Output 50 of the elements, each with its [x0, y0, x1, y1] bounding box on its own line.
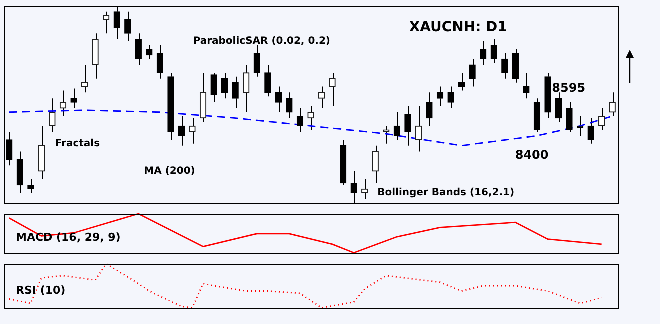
candlestick: [124, 11, 132, 42]
candlestick: [588, 118, 594, 144]
candlestick: [254, 44, 260, 78]
candlestick: [264, 64, 272, 98]
candlestick: [512, 48, 519, 84]
annotation: Fractals: [55, 138, 100, 150]
text: XAUCNH: D1: [409, 20, 508, 36]
candlestick: [232, 76, 239, 109]
candlestick: [28, 178, 34, 194]
candlestick: [598, 108, 606, 131]
candlestick: [81, 64, 88, 94]
candlestick: [70, 88, 78, 109]
candlestick: [362, 178, 368, 200]
candlestick: [318, 86, 326, 109]
candlestick: [135, 33, 142, 66]
candlestick: [490, 38, 498, 64]
candlestick: [415, 106, 422, 152]
text: MACD (16, 29, 9): [16, 231, 121, 244]
candlestick: [404, 106, 412, 146]
candlestick: [502, 52, 508, 80]
candlestick: [458, 72, 466, 92]
candlestick: [426, 92, 433, 127]
candlestick: [38, 126, 46, 180]
annotation: ParabolicSAR (0.02, 0.2): [193, 36, 330, 48]
candlestick: [49, 98, 56, 133]
candlestick: [221, 72, 228, 100]
candlestick: [329, 72, 336, 107]
candlestick: [156, 44, 164, 80]
candlestick: [372, 145, 379, 184]
candlestick: [200, 72, 207, 123]
annotation: Bollinger Bands (16,2.1): [378, 188, 515, 199]
candlestick: [469, 58, 476, 88]
candlestick: [189, 118, 196, 144]
candlestick: [210, 72, 218, 104]
candlestick: [340, 139, 347, 186]
candlestick: [103, 11, 110, 34]
candlestick: [168, 72, 174, 140]
candlestick: [243, 64, 250, 113]
annotation: 8400: [515, 148, 549, 162]
candlestick: [92, 33, 99, 80]
candlestick: [16, 151, 24, 194]
text: RSI (10): [16, 284, 66, 298]
candlestick: [286, 92, 293, 119]
candlestick: [60, 90, 67, 117]
candlestick: [609, 92, 616, 117]
candlestick: [308, 106, 314, 131]
candlestick: [555, 92, 562, 123]
annotation: 8595: [552, 80, 586, 95]
candlestick: [544, 72, 552, 119]
annotation: MA (200): [144, 166, 196, 178]
